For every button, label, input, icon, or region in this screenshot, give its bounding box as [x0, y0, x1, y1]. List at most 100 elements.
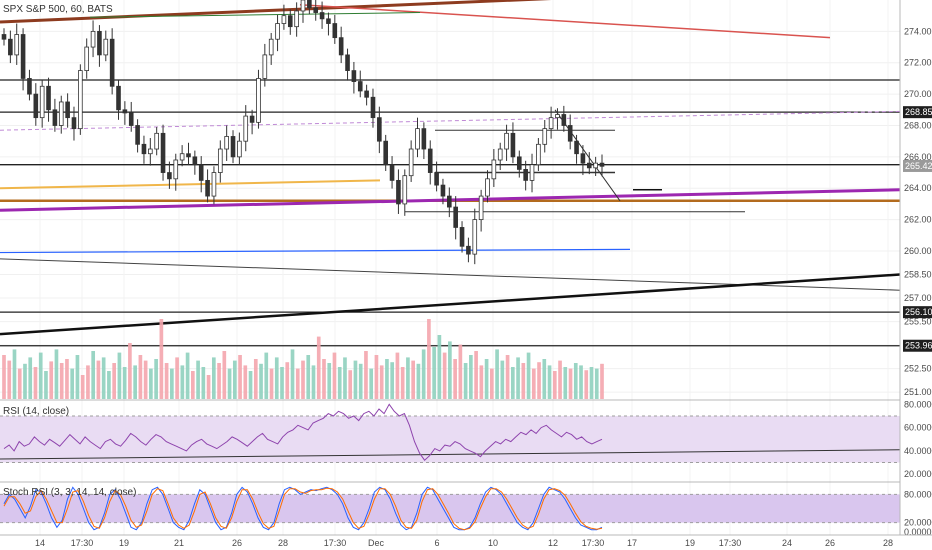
volume-bar [201, 367, 206, 399]
price-tick-label: 262.00 [904, 215, 932, 225]
time-tick-label: 17 [627, 538, 637, 548]
volume-bar [448, 341, 452, 399]
candle-up [529, 164, 535, 181]
volume-bar [490, 368, 494, 399]
candle-down [128, 112, 134, 126]
price-tick-label: 270.00 [904, 89, 932, 99]
candle-down [516, 156, 522, 170]
volume-bar [75, 355, 80, 399]
time-axis[interactable]: 14 17:30 19 21 26 28 17:30 Dec 6 10 12 17:30 17 19 17:… [0, 534, 932, 550]
volume-bar [563, 367, 568, 399]
volume-bar [500, 360, 505, 399]
volume-bar [96, 360, 101, 399]
volume-bar [175, 357, 179, 399]
candle-down [33, 93, 39, 119]
volume-bar [285, 362, 290, 399]
rsi-band [0, 415, 900, 463]
candle-up [472, 219, 478, 255]
red-trendline [299, 3, 831, 39]
volume-bar [280, 367, 284, 399]
volume-bar [65, 359, 69, 399]
candle-down [122, 109, 128, 114]
volume-bar [128, 343, 132, 399]
price-tag [903, 339, 932, 352]
stoch-tick-label: 20.0000 [904, 518, 932, 528]
volume-bar [322, 359, 326, 399]
candle-down [466, 245, 471, 255]
candle-down [370, 96, 376, 119]
price-tick-label: 266.00 [904, 152, 932, 162]
volume-bar [211, 357, 216, 399]
time-tick-label: 28 [278, 538, 288, 548]
candle-down [192, 156, 198, 166]
rsi-tick-label: 40.0000 [904, 446, 932, 456]
volume-bar [301, 360, 305, 399]
rsi-tick-label: 20.0000 [904, 469, 932, 479]
volume-bar [358, 363, 363, 399]
volume-bar [353, 360, 358, 399]
volume-bar [38, 352, 43, 399]
volume-bar [243, 365, 248, 399]
volume-bar [573, 363, 578, 399]
candle-down [338, 37, 344, 56]
volume-bar [411, 360, 415, 399]
candle-down [567, 125, 573, 142]
candle-up [173, 159, 179, 180]
candle-down [561, 114, 567, 126]
volume-bar [222, 351, 227, 399]
time-tick-label: 26 [825, 538, 835, 548]
volume-bar [316, 336, 321, 399]
time-axis-bg [0, 535, 932, 550]
volume-bar [479, 365, 484, 399]
price-axis[interactable]: 274.00 272.00 270.00 268.00 266.00 264.00 262.… [899, 0, 932, 550]
volume-bar [269, 368, 274, 399]
volume-bar [526, 352, 531, 399]
volume-bar [332, 352, 337, 399]
dashed-trendline [0, 110, 901, 131]
price-candles [1, 0, 605, 265]
volume-bar [253, 359, 258, 399]
volume-bar [311, 365, 316, 399]
volume-bar [385, 359, 389, 399]
price-tick-label: 258.50 [904, 270, 932, 280]
volume-bar [86, 365, 90, 399]
candle-down [141, 143, 147, 155]
volume-bar [505, 355, 510, 399]
volume-bar [469, 355, 473, 399]
candle-down [313, 7, 319, 13]
price-tick-label: 272.00 [904, 58, 932, 68]
price-tick-label: 268.00 [904, 120, 932, 130]
volume-bar [107, 371, 111, 399]
candle-down [364, 90, 369, 98]
price-tag-label: 265.42 [905, 161, 932, 171]
time-tick-label: 17:30 [324, 538, 347, 548]
volume-bar [196, 360, 200, 399]
candle-down [357, 81, 363, 92]
candle-down [135, 125, 140, 145]
chart-title: SPX S&P 500, 60, BATS [3, 4, 113, 15]
price-tick-label: 252.50 [904, 364, 932, 374]
drawing-tools[interactable] [0, 0, 901, 460]
volume-bar [91, 351, 96, 399]
volume-bar [138, 355, 143, 399]
volume-bar [343, 357, 347, 399]
stoch-band [0, 494, 900, 523]
resistance-trendline [0, 0, 552, 24]
volume-bar [421, 349, 426, 399]
candle-down [523, 169, 528, 181]
candle-down [377, 117, 382, 142]
time-tick-label: Dec [368, 538, 385, 548]
volume-bar [427, 319, 431, 399]
candle-up [281, 15, 287, 24]
candle-up [256, 78, 261, 123]
volume-bar [437, 335, 442, 399]
candle-down [345, 54, 350, 71]
time-tick-label: 21 [174, 538, 184, 548]
stoch-tick-label: 0.0000 [904, 527, 932, 537]
volume-bar [238, 355, 242, 399]
time-tick-label: 26 [232, 538, 242, 548]
candle-down [510, 132, 516, 158]
candle-up [268, 38, 274, 56]
candle-down [326, 18, 331, 24]
